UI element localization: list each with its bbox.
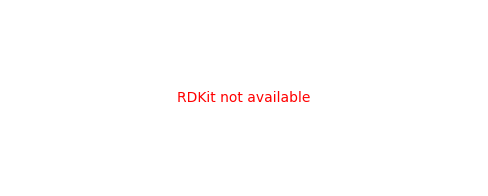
Text: RDKit not available: RDKit not available [177, 91, 311, 105]
